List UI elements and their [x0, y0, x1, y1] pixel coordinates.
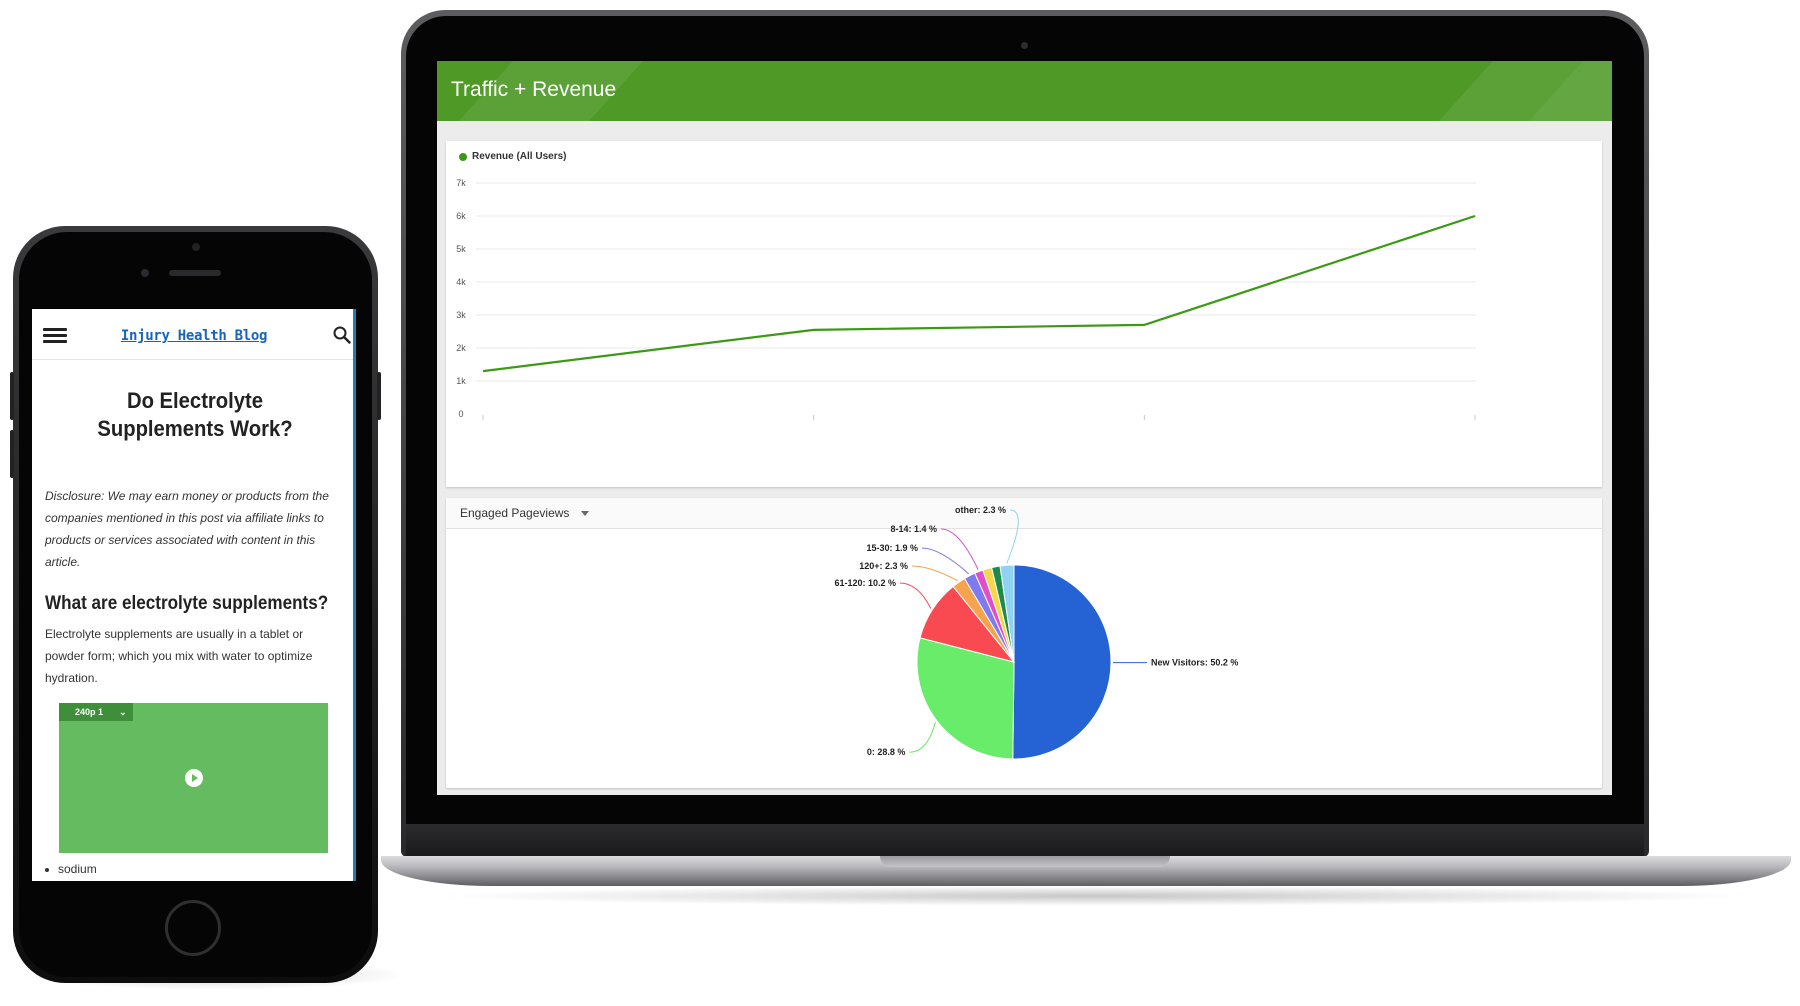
- phone-volume-button: [10, 372, 14, 420]
- revenue-series-line: [482, 214, 1476, 373]
- y-tick-label: 6k: [456, 211, 466, 221]
- phone-screen: Injury Health Blog Do Electrolyte Supple…: [32, 309, 356, 881]
- pie-label-leader: [1006, 509, 1019, 564]
- pie-label-leader: [940, 528, 979, 570]
- video-quality-select[interactable]: 240p 1 ⌄: [59, 703, 133, 721]
- pageviews-pie-chart: New Visitors: 50.2 % 0: 28.8 % 61-120: 10.…: [834, 505, 1238, 760]
- play-icon[interactable]: [185, 769, 203, 787]
- metric-select-label: Engaged Pageviews: [460, 506, 570, 520]
- pie-slice-label: 8-14: 1.4 %: [890, 524, 937, 534]
- y-tick-label: 5k: [456, 244, 466, 254]
- pie-slice-label: 15-30: 1.9 %: [866, 543, 918, 553]
- y-tick-label: 2k: [456, 343, 466, 353]
- mobile-header: Injury Health Blog: [32, 309, 356, 360]
- pie-slice: [916, 637, 1015, 760]
- metric-select[interactable]: Engaged Pageviews: [446, 498, 1602, 529]
- legend-label: Revenue (All Users): [472, 151, 567, 162]
- post-title: Do Electrolyte Supplements Work?: [97, 388, 293, 441]
- pie-slice-label: other: 2.3 %: [955, 505, 1006, 515]
- phone-speaker: [169, 270, 221, 276]
- pageviews-chart-card: Engaged Pageviews New Visitors: 50.2 % 0:…: [446, 498, 1602, 788]
- pie-slice-label: 61-120: 10.2 %: [834, 578, 896, 588]
- section-heading: What are electrolyte supplements?: [45, 593, 329, 614]
- laptop-shadow: [430, 886, 1760, 906]
- pie-slice-label: 120+: 2.3 %: [859, 561, 908, 571]
- phone-sensor: [192, 243, 200, 251]
- scrollbar[interactable]: [353, 309, 356, 881]
- chart-legend[interactable]: Revenue (All Users): [459, 151, 566, 162]
- dashboard-screen: Traffic + Revenue Revenue (All Users) 0 1…: [437, 61, 1612, 795]
- y-tick-label: 1k: [456, 376, 466, 386]
- chevron-down-icon: ⌄: [119, 707, 127, 717]
- nutrient-list: sodium: [45, 862, 97, 876]
- laptop-camera: [1021, 42, 1028, 49]
- revenue-line-chart: 0 1k 2k 3k 4k 5k 6k 7k: [456, 178, 1476, 420]
- video-quality-label: 240p 1: [75, 707, 104, 717]
- video-player[interactable]: 240p 1 ⌄: [59, 703, 328, 853]
- revenue-chart-card: Revenue (All Users) 0 1k 2k 3k 4k 5k 6k 7k: [446, 141, 1602, 487]
- hamburger-menu-icon[interactable]: [43, 328, 67, 344]
- y-tick-label: 3k: [456, 310, 466, 320]
- pie-label-leader: [911, 565, 958, 582]
- bullet-icon: [45, 867, 49, 872]
- legend-dot: [459, 152, 467, 161]
- dashboard-title: Traffic + Revenue: [451, 78, 617, 101]
- y-tick-label: 4k: [456, 277, 466, 287]
- laptop-foot: [1213, 880, 1221, 882]
- laptop-chin: [406, 824, 1644, 856]
- y-tick-label: 7k: [456, 178, 466, 188]
- pie-label-leader: [899, 582, 932, 609]
- disclosure-text: Disclosure: We may earn money or product…: [45, 489, 329, 569]
- laptop-notch: [880, 856, 1170, 867]
- pie-slice: [999, 564, 1015, 663]
- pie-slice-label: New Visitors: 50.2 %: [1151, 658, 1238, 668]
- dashboard-header: Traffic + Revenue: [437, 61, 1612, 121]
- list-item-label: sodium: [58, 862, 97, 876]
- pie-slice: [1012, 564, 1112, 760]
- pie-label-leader: [921, 547, 970, 575]
- phone-power-button: [377, 372, 381, 420]
- chevron-down-icon[interactable]: [581, 511, 589, 516]
- laptop-foot: [835, 880, 843, 882]
- section-paragraph: Electrolyte supplements are usually in a…: [45, 627, 313, 685]
- pie-label-leader: [909, 722, 936, 753]
- list-item: sodium: [45, 862, 97, 876]
- phone-front-camera: [141, 269, 149, 277]
- site-title-link[interactable]: Injury Health Blog: [120, 328, 268, 344]
- pie-slice-label: 0: 28.8 %: [867, 747, 906, 757]
- phone-home-button[interactable]: [165, 900, 221, 956]
- y-tick-label: 0: [458, 409, 463, 419]
- search-icon[interactable]: [332, 325, 352, 345]
- phone-volume-button: [10, 430, 14, 478]
